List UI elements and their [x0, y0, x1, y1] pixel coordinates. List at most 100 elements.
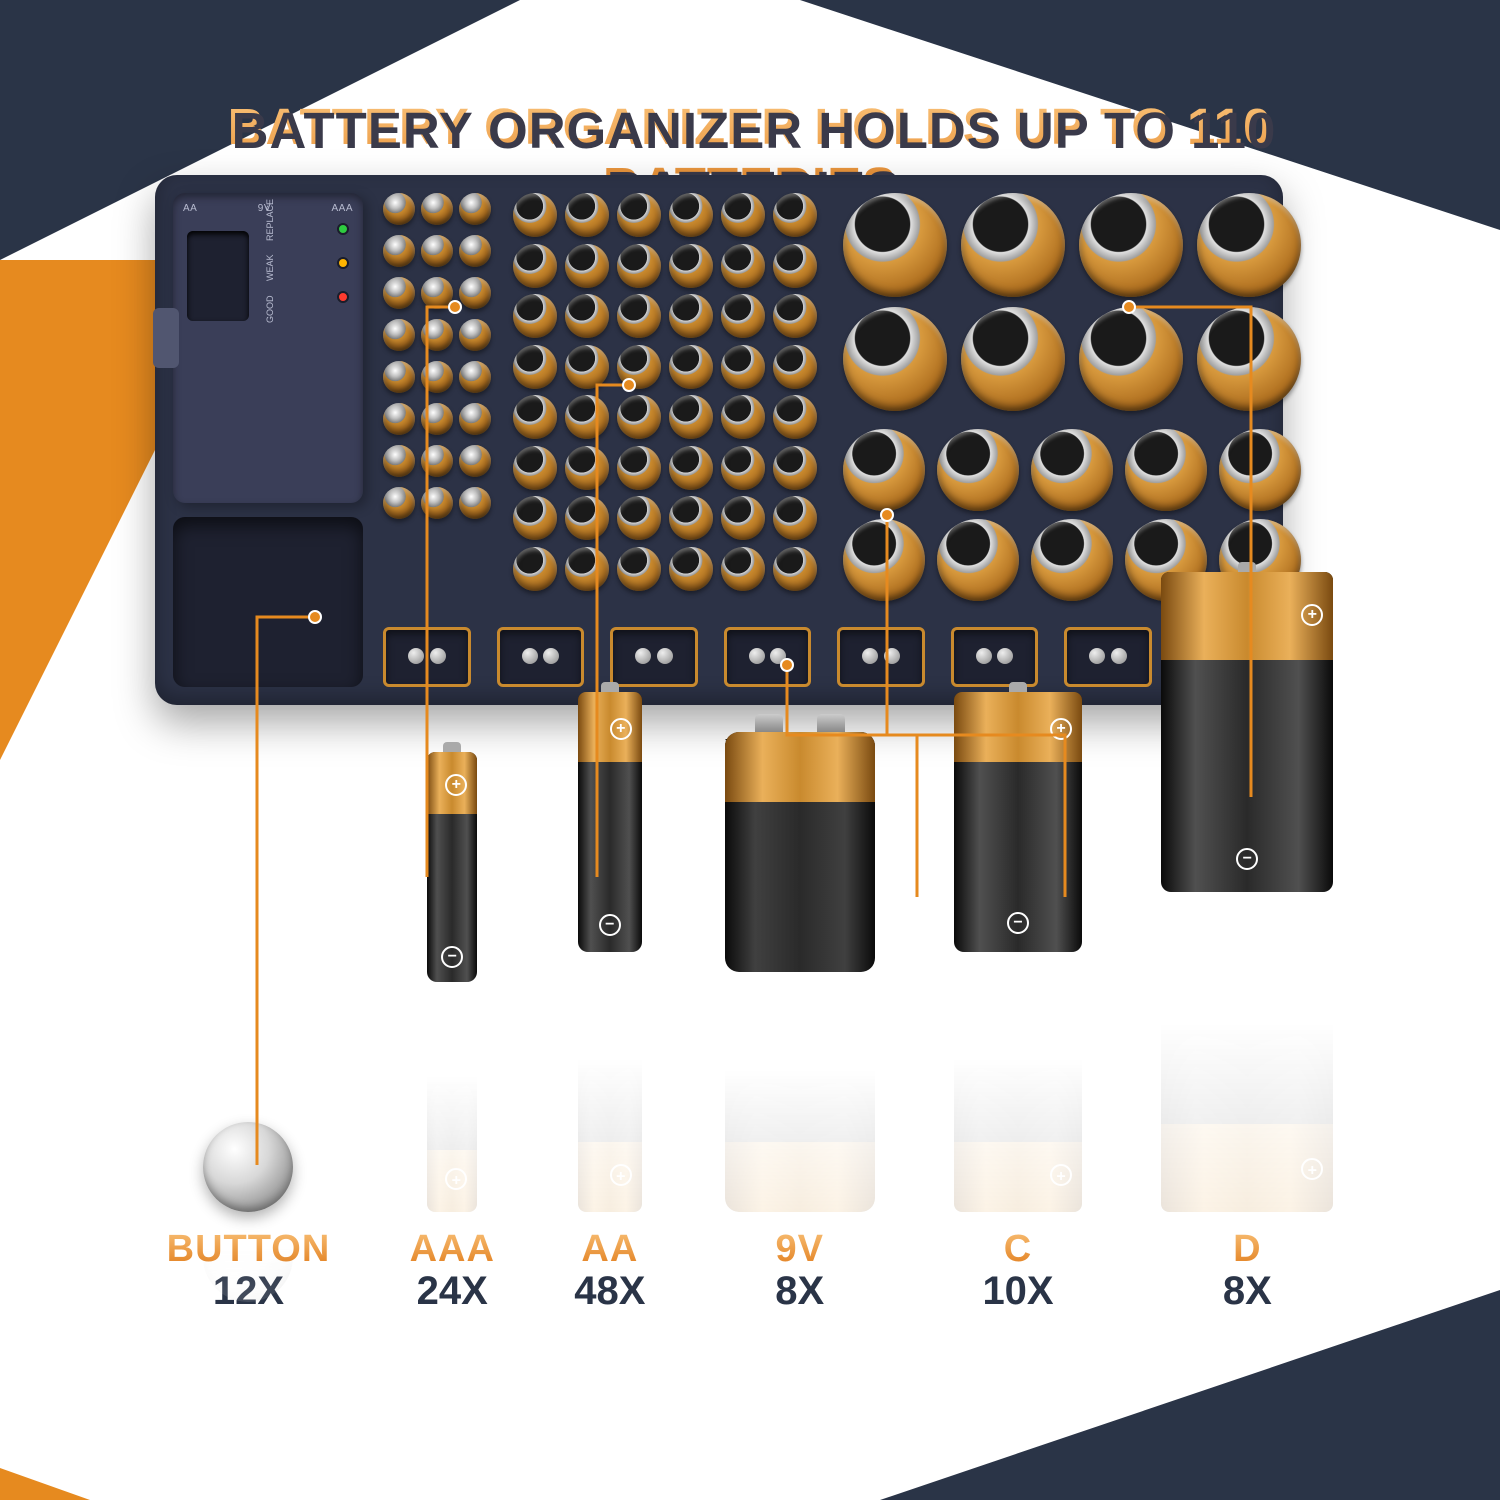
battery-top-copper-ring	[617, 395, 661, 439]
battery-top-	[383, 403, 415, 435]
battery-top-	[383, 319, 415, 351]
display-battery-9v: −+−+ 9V8X	[725, 732, 875, 1311]
infographic-canvas: BATTERY ORGANIZER HOLDS UP TO 110 BATTER…	[117, 117, 1383, 1383]
battery-top-	[459, 487, 491, 519]
battery-qty-label: 8X	[775, 1271, 824, 1311]
battery-top-	[459, 193, 491, 225]
battery-top-	[421, 361, 453, 393]
tester-status-labels: GOODWEAKREPLACE	[265, 223, 275, 323]
battery-top-big	[961, 193, 1065, 297]
battery-top-big	[1197, 193, 1301, 297]
battery-top-copper-ring	[565, 496, 609, 540]
battery-top-copper-ring	[773, 244, 817, 288]
battery-top-copper-ring	[773, 345, 817, 389]
battery-top-	[421, 277, 453, 309]
battery-top-copper-ring	[669, 446, 713, 490]
battery-shape-9v: −+	[725, 972, 875, 1212]
battery-top-big	[961, 307, 1065, 411]
battery-shape-aa: +−	[578, 692, 642, 952]
battery-shape-aaa: +−	[427, 752, 477, 982]
battery-qty-label: 12X	[167, 1271, 331, 1311]
battery-top-big	[843, 193, 947, 297]
display-battery-aaa: +−+−AAA24X	[410, 752, 495, 1311]
battery-top-copper-ring	[565, 244, 609, 288]
battery-top-copper-ring	[669, 345, 713, 389]
battery-shape-9v: −+	[725, 732, 875, 972]
battery-top-copper-ring	[773, 446, 817, 490]
battery-top-copper-ring	[617, 193, 661, 237]
battery-top-copper-ring	[721, 345, 765, 389]
battery-top-	[383, 445, 415, 477]
display-battery-aa: +−+− AA48X	[574, 692, 645, 1311]
battery-top-copper-ring	[513, 244, 557, 288]
battery-top-	[459, 361, 491, 393]
battery-top-copper-ring	[773, 193, 817, 237]
battery-shape-c: +−	[954, 692, 1082, 952]
battery-top-copper-ring	[617, 345, 661, 389]
battery-shape-d: +−	[1161, 572, 1333, 892]
battery-top-big	[843, 429, 925, 511]
battery-top-	[383, 193, 415, 225]
battery-top-copper-ring	[617, 446, 661, 490]
battery-shape-d: +−	[1161, 892, 1333, 1212]
battery-top-copper-ring	[721, 395, 765, 439]
battery-shape-aa: +−	[578, 952, 642, 1212]
battery-top-copper-ring	[669, 193, 713, 237]
battery-qty-label: 10X	[982, 1271, 1053, 1311]
battery-top-copper-ring	[721, 193, 765, 237]
battery-top-copper-ring	[617, 496, 661, 540]
battery-top-	[421, 193, 453, 225]
battery-top-	[459, 319, 491, 351]
battery-shape-button	[203, 1122, 293, 1212]
battery-qty-label: 8X	[1223, 1271, 1272, 1311]
battery-top-copper-ring	[565, 395, 609, 439]
battery-type-label: 9V	[775, 1228, 824, 1271]
display-battery-d: +−+− D8X	[1161, 572, 1333, 1311]
battery-top-copper-ring	[669, 395, 713, 439]
battery-top-copper-ring	[721, 294, 765, 338]
battery-top-copper-ring	[513, 446, 557, 490]
battery-top-	[459, 235, 491, 267]
bg-triangle-bottom-left-orange	[0, 1468, 90, 1500]
battery-label: AA48X	[574, 1228, 645, 1311]
battery-top-big	[1219, 429, 1301, 511]
battery-top-	[383, 487, 415, 519]
battery-label: 9V8X	[775, 1228, 824, 1311]
battery-top-copper-ring	[721, 244, 765, 288]
battery-top-big	[1079, 307, 1183, 411]
tester-dial	[153, 308, 179, 368]
battery-top-copper-ring	[565, 294, 609, 338]
battery-top-	[421, 487, 453, 519]
battery-label: C10X	[982, 1228, 1053, 1311]
battery-top-copper-ring	[513, 395, 557, 439]
battery-label: AAA24X	[410, 1228, 495, 1311]
battery-top-	[459, 445, 491, 477]
battery-display-row: BUTTON12X+−+−AAA24X+−+−AA48X−+−+9V8X+−+−…	[117, 572, 1383, 1311]
battery-top-big	[937, 429, 1019, 511]
battery-type-label: D	[1223, 1228, 1272, 1271]
battery-label: D8X	[1223, 1228, 1272, 1311]
battery-top-copper-ring	[617, 294, 661, 338]
battery-top-	[383, 277, 415, 309]
display-battery-button: BUTTON12X	[167, 1122, 331, 1311]
battery-top-copper-ring	[669, 496, 713, 540]
battery-tester: AA9VAAA GOODWEAKREPLACE	[173, 193, 363, 503]
battery-type-label: AAA	[410, 1228, 495, 1271]
battery-top-copper-ring	[513, 193, 557, 237]
tester-slot	[187, 231, 249, 321]
battery-top-copper-ring	[721, 446, 765, 490]
battery-top-copper-ring	[565, 193, 609, 237]
battery-type-label: BUTTON	[167, 1228, 331, 1271]
battery-top-	[421, 445, 453, 477]
battery-shape-c: +−	[954, 952, 1082, 1212]
battery-type-label: C	[982, 1228, 1053, 1271]
battery-top-copper-ring	[721, 496, 765, 540]
battery-top-copper-ring	[773, 496, 817, 540]
battery-top-big	[1031, 429, 1113, 511]
battery-top-copper-ring	[513, 496, 557, 540]
battery-top-copper-ring	[617, 244, 661, 288]
battery-top-copper-ring	[773, 294, 817, 338]
battery-top-copper-ring	[669, 244, 713, 288]
battery-top-	[459, 277, 491, 309]
battery-top-copper-ring	[565, 345, 609, 389]
